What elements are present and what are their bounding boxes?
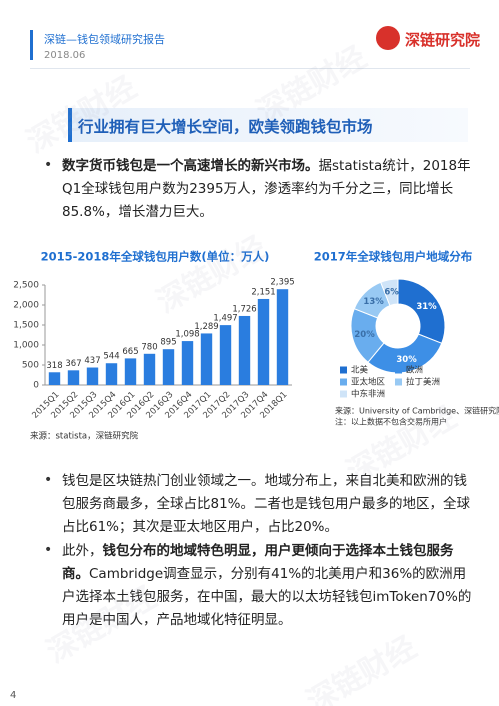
bar: [67, 370, 80, 385]
text: 据statista统计，2018年Q1全球钱包用户数为2395万人，渗透率约为千…: [62, 158, 471, 220]
legend-label: 中东非洲: [351, 389, 385, 400]
page-number: 4: [10, 690, 17, 701]
legend-label: 欧洲: [406, 365, 423, 376]
paragraph: 数字货币钱包是一个高速增长的新兴市场。据statista统计，2018年Q1全球…: [62, 155, 472, 224]
chart-title: 2015-2018年全球钱包用户数(单位：万人): [41, 250, 270, 264]
legend-swatch: [395, 378, 402, 386]
section-bar: [68, 108, 72, 142]
bold-text: 数字货币钱包是一个高速增长的新兴市场。: [62, 158, 319, 174]
note: 注：以上数据不包含交易所用户: [335, 417, 447, 427]
legend-swatch: [340, 366, 347, 374]
text: 此外，: [62, 543, 103, 559]
legend-label: 拉丁美洲: [406, 377, 440, 388]
source: 来源：University of Cambridge、深链研究院: [335, 406, 499, 416]
bar: [238, 315, 251, 385]
value-label: 437: [84, 356, 100, 366]
section-band: [68, 108, 468, 142]
bullet: •: [44, 472, 53, 488]
bullet: •: [44, 157, 53, 173]
header-date: 2018.06: [44, 50, 86, 61]
value-label: 2,151: [251, 287, 275, 297]
bar: [257, 298, 270, 385]
y-tick-label: 2,000: [13, 301, 39, 311]
legend-swatch: [340, 378, 347, 386]
value-label: 318: [46, 361, 62, 371]
bar: [276, 289, 289, 385]
logo-icon: [376, 26, 400, 50]
value-label: 30%: [396, 355, 417, 365]
value-label: 2,395: [270, 278, 294, 288]
header-rule: [30, 68, 470, 69]
bar: [143, 353, 156, 385]
value-label: 13%: [363, 297, 384, 307]
value-label: 665: [122, 347, 138, 357]
bar: [162, 349, 175, 385]
value-label: 367: [65, 359, 81, 369]
value-label: 895: [160, 338, 176, 348]
legend-swatch: [395, 366, 402, 374]
bold-text: 钱包分布的地域特色明显，用户更倾向于选择本土钱包服务商。: [62, 543, 454, 582]
bar: [48, 372, 61, 385]
y-tick-label: 0: [33, 381, 39, 391]
y-tick-label: 2,500: [13, 281, 39, 291]
text: Cambridge调查显示，分别有41%的北美用户和36%的欧洲用户选择本土钱包…: [62, 566, 472, 628]
pie-slice: [397, 278, 446, 344]
y-tick-label: 500: [22, 361, 39, 371]
watermark: 深链财经: [301, 629, 423, 706]
pie-slice: [380, 278, 399, 307]
bar: [105, 363, 118, 385]
value-label: 31%: [416, 302, 437, 312]
bar: [124, 358, 137, 385]
chart-title: 2017年全球钱包用户地域分布: [314, 250, 473, 264]
y-tick-label: 1,500: [13, 321, 39, 331]
value-label: 780: [141, 342, 157, 352]
value-label: 1,098: [175, 330, 199, 340]
value-label: 6%: [384, 288, 399, 298]
header-bar: [30, 30, 33, 60]
paragraph: 此外，钱包分布的地域特色明显，用户更倾向于选择本土钱包服务商。Cambridge…: [62, 540, 472, 632]
value-label: 1,289: [194, 322, 218, 332]
bar: [181, 341, 194, 385]
header-title: 深链—钱包领域研究报告: [44, 33, 165, 46]
section-title: 行业拥有巨大增长空间，欧美领跑钱包市场: [78, 118, 373, 136]
legend-swatch: [340, 390, 347, 398]
value-label: 1,726: [232, 304, 256, 314]
y-tick-label: 1,000: [13, 341, 39, 351]
source: 来源：statista，深链研究院: [30, 431, 139, 442]
legend-label: 亚太地区: [351, 377, 386, 388]
bar: [219, 325, 232, 385]
pie-slice: [367, 333, 443, 374]
bar: [200, 333, 213, 385]
text: 钱包是区块链热门创业领域之一。地域分布上，来自北美和欧洲的钱包服务商最多，全球占…: [62, 473, 471, 535]
bullet: •: [44, 542, 53, 558]
bar: [86, 367, 99, 385]
value-label: 20%: [354, 330, 375, 340]
legend-label: 北美: [351, 365, 369, 376]
value-label: 544: [103, 352, 119, 362]
logo-text: 深链研究院: [405, 31, 481, 49]
paragraph: 钱包是区块链热门创业领域之一。地域分布上，来自北美和欧洲的钱包服务商最多，全球占…: [62, 470, 472, 539]
value-label: 1,497: [213, 314, 237, 324]
charts: 2015-2018年全球钱包用户数(单位：万人) 0 500 1,000 1,500 2,…: [13, 250, 499, 442]
